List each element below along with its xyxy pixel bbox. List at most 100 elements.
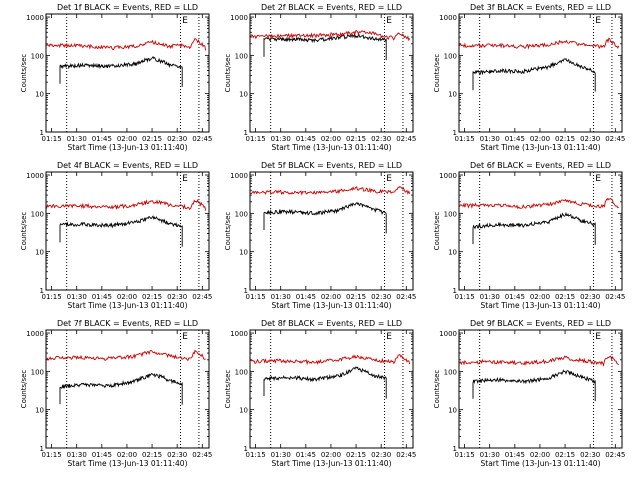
x-tick-label: 02:00 [530,293,550,301]
plot-frame [45,13,210,133]
x-tick-label: 01:45 [505,451,525,459]
y-tick-label: 100 [31,368,44,376]
event-marker-label: E [386,332,392,342]
panel-title: Det 9f BLACK = Events, RED = LLD [470,319,611,328]
y-tick-label: 10 [448,91,457,99]
lld-series-line [250,354,411,366]
x-tick-label: 02:30 [580,135,600,143]
x-tick-label: 01:30 [480,135,500,143]
y-tick-label: 1000 [230,14,248,22]
y-tick-label: 100 [235,368,248,376]
x-tick-label: 01:45 [296,293,316,301]
x-axis-label: Start Time (13-Jun-13 01:11:40) [481,459,601,468]
y-tick-label: 10 [35,407,44,415]
x-tick-label: 02:15 [346,451,366,459]
events-series-line [263,366,387,399]
x-tick-label: 02:00 [321,135,341,143]
panel-title: Det 5f BLACK = Events, RED = LLD [261,161,402,170]
x-tick-label: 01:30 [480,293,500,301]
x-tick-label: 02:45 [396,451,416,459]
x-tick-label: 02:00 [530,451,550,459]
x-axis-label: Start Time (13-Jun-13 01:11:40) [481,143,601,152]
events-series-line [59,372,183,405]
panel-title: Det 7f BLACK = Events, RED = LLD [57,319,198,328]
x-tick-label: 01:45 [505,135,525,143]
event-marker-label: E [386,174,392,184]
y-tick-label: 10 [35,249,44,257]
detector-panel-1: Det 1f BLACK = Events, RED = LLD 1 10 100 10… [20,3,212,152]
x-tick-label: 01:15 [245,293,265,301]
y-axis-label: Counts/sec [433,370,441,409]
x-tick-label: 01:45 [92,135,112,143]
x-tick-label: 02:45 [605,135,625,143]
x-tick-label: 01:30 [271,293,291,301]
x-tick-label: 01:15 [454,451,474,459]
lld-series-line [46,37,207,51]
detector-panel-2: Det 2f BLACK = Events, RED = LLD 1 10 100 10… [224,3,416,152]
y-tick-label: 1 [453,445,457,453]
x-tick-label: 01:30 [271,135,291,143]
x-tick-label: 01:15 [245,135,265,143]
plot-frame [249,171,414,291]
x-tick-label: 01:15 [41,451,61,459]
y-tick-label: 1000 [230,172,248,180]
x-tick-label: 02:00 [321,451,341,459]
x-tick-label: 01:45 [92,451,112,459]
x-tick-label: 02:45 [396,293,416,301]
y-axis-label: Counts/sec [20,212,28,251]
y-tick-label: 10 [239,407,248,415]
detector-panel-5: Det 5f BLACK = Events, RED = LLD 1 10 100 10… [224,161,416,310]
event-marker-label: E [386,16,392,26]
y-tick-label: 1000 [26,330,44,338]
panel-title: Det 2f BLACK = Events, RED = LLD [261,3,402,12]
x-tick-label: 02:30 [580,451,600,459]
plot-frame [249,329,414,449]
panel-title: Det 3f BLACK = Events, RED = LLD [470,3,611,12]
x-tick-label: 01:30 [67,135,87,143]
detector-panel-9: Det 9f BLACK = Events, RED = LLD 1 10 100 10… [433,319,625,468]
x-tick-label: 02:00 [117,293,137,301]
lld-series-line [250,186,411,196]
x-tick-label: 02:15 [142,135,162,143]
event-marker-label: E [595,174,601,184]
x-tick-label: 02:30 [167,293,187,301]
y-tick-label: 10 [239,249,248,257]
x-tick-label: 02:45 [192,451,212,459]
x-tick-label: 01:15 [454,135,474,143]
y-tick-label: 100 [31,210,44,218]
detector-panel-7: Det 7f BLACK = Events, RED = LLD 1 10 100 10… [20,319,212,468]
panel-title: Det 4f BLACK = Events, RED = LLD [57,161,198,170]
x-tick-label: 02:45 [605,451,625,459]
x-tick-label: 01:30 [67,451,87,459]
lld-series-line [46,349,206,361]
x-tick-label: 02:30 [371,293,391,301]
y-tick-label: 100 [444,210,457,218]
events-series-line [472,57,596,92]
plot-frame [45,329,210,449]
x-tick-label: 01:45 [92,293,112,301]
x-tick-label: 01:45 [296,135,316,143]
y-tick-label: 10 [448,407,457,415]
detector-panel-6: Det 6f BLACK = Events, RED = LLD 1 10 100 10… [433,161,625,310]
y-tick-label: 1000 [439,14,457,22]
panel-title: Det 8f BLACK = Events, RED = LLD [261,319,402,328]
detector-panel-3: Det 3f BLACK = Events, RED = LLD 1 10 100 10… [433,3,625,152]
y-tick-label: 100 [444,368,457,376]
event-marker-label: E [595,16,601,26]
lld-series-line [459,197,619,210]
y-tick-label: 1000 [439,330,457,338]
x-tick-label: 01:30 [67,293,87,301]
y-tick-label: 100 [235,52,248,60]
plot-frame [45,171,210,291]
x-tick-label: 02:30 [371,135,391,143]
y-tick-label: 100 [31,52,44,60]
x-tick-label: 02:15 [555,451,575,459]
x-tick-label: 02:15 [142,451,162,459]
y-tick-label: 10 [448,249,457,257]
event-marker-label: E [595,332,601,342]
x-tick-label: 02:30 [167,135,187,143]
x-tick-label: 02:15 [555,293,575,301]
panel-title: Det 1f BLACK = Events, RED = LLD [57,3,198,12]
y-tick-label: 1 [244,445,248,453]
